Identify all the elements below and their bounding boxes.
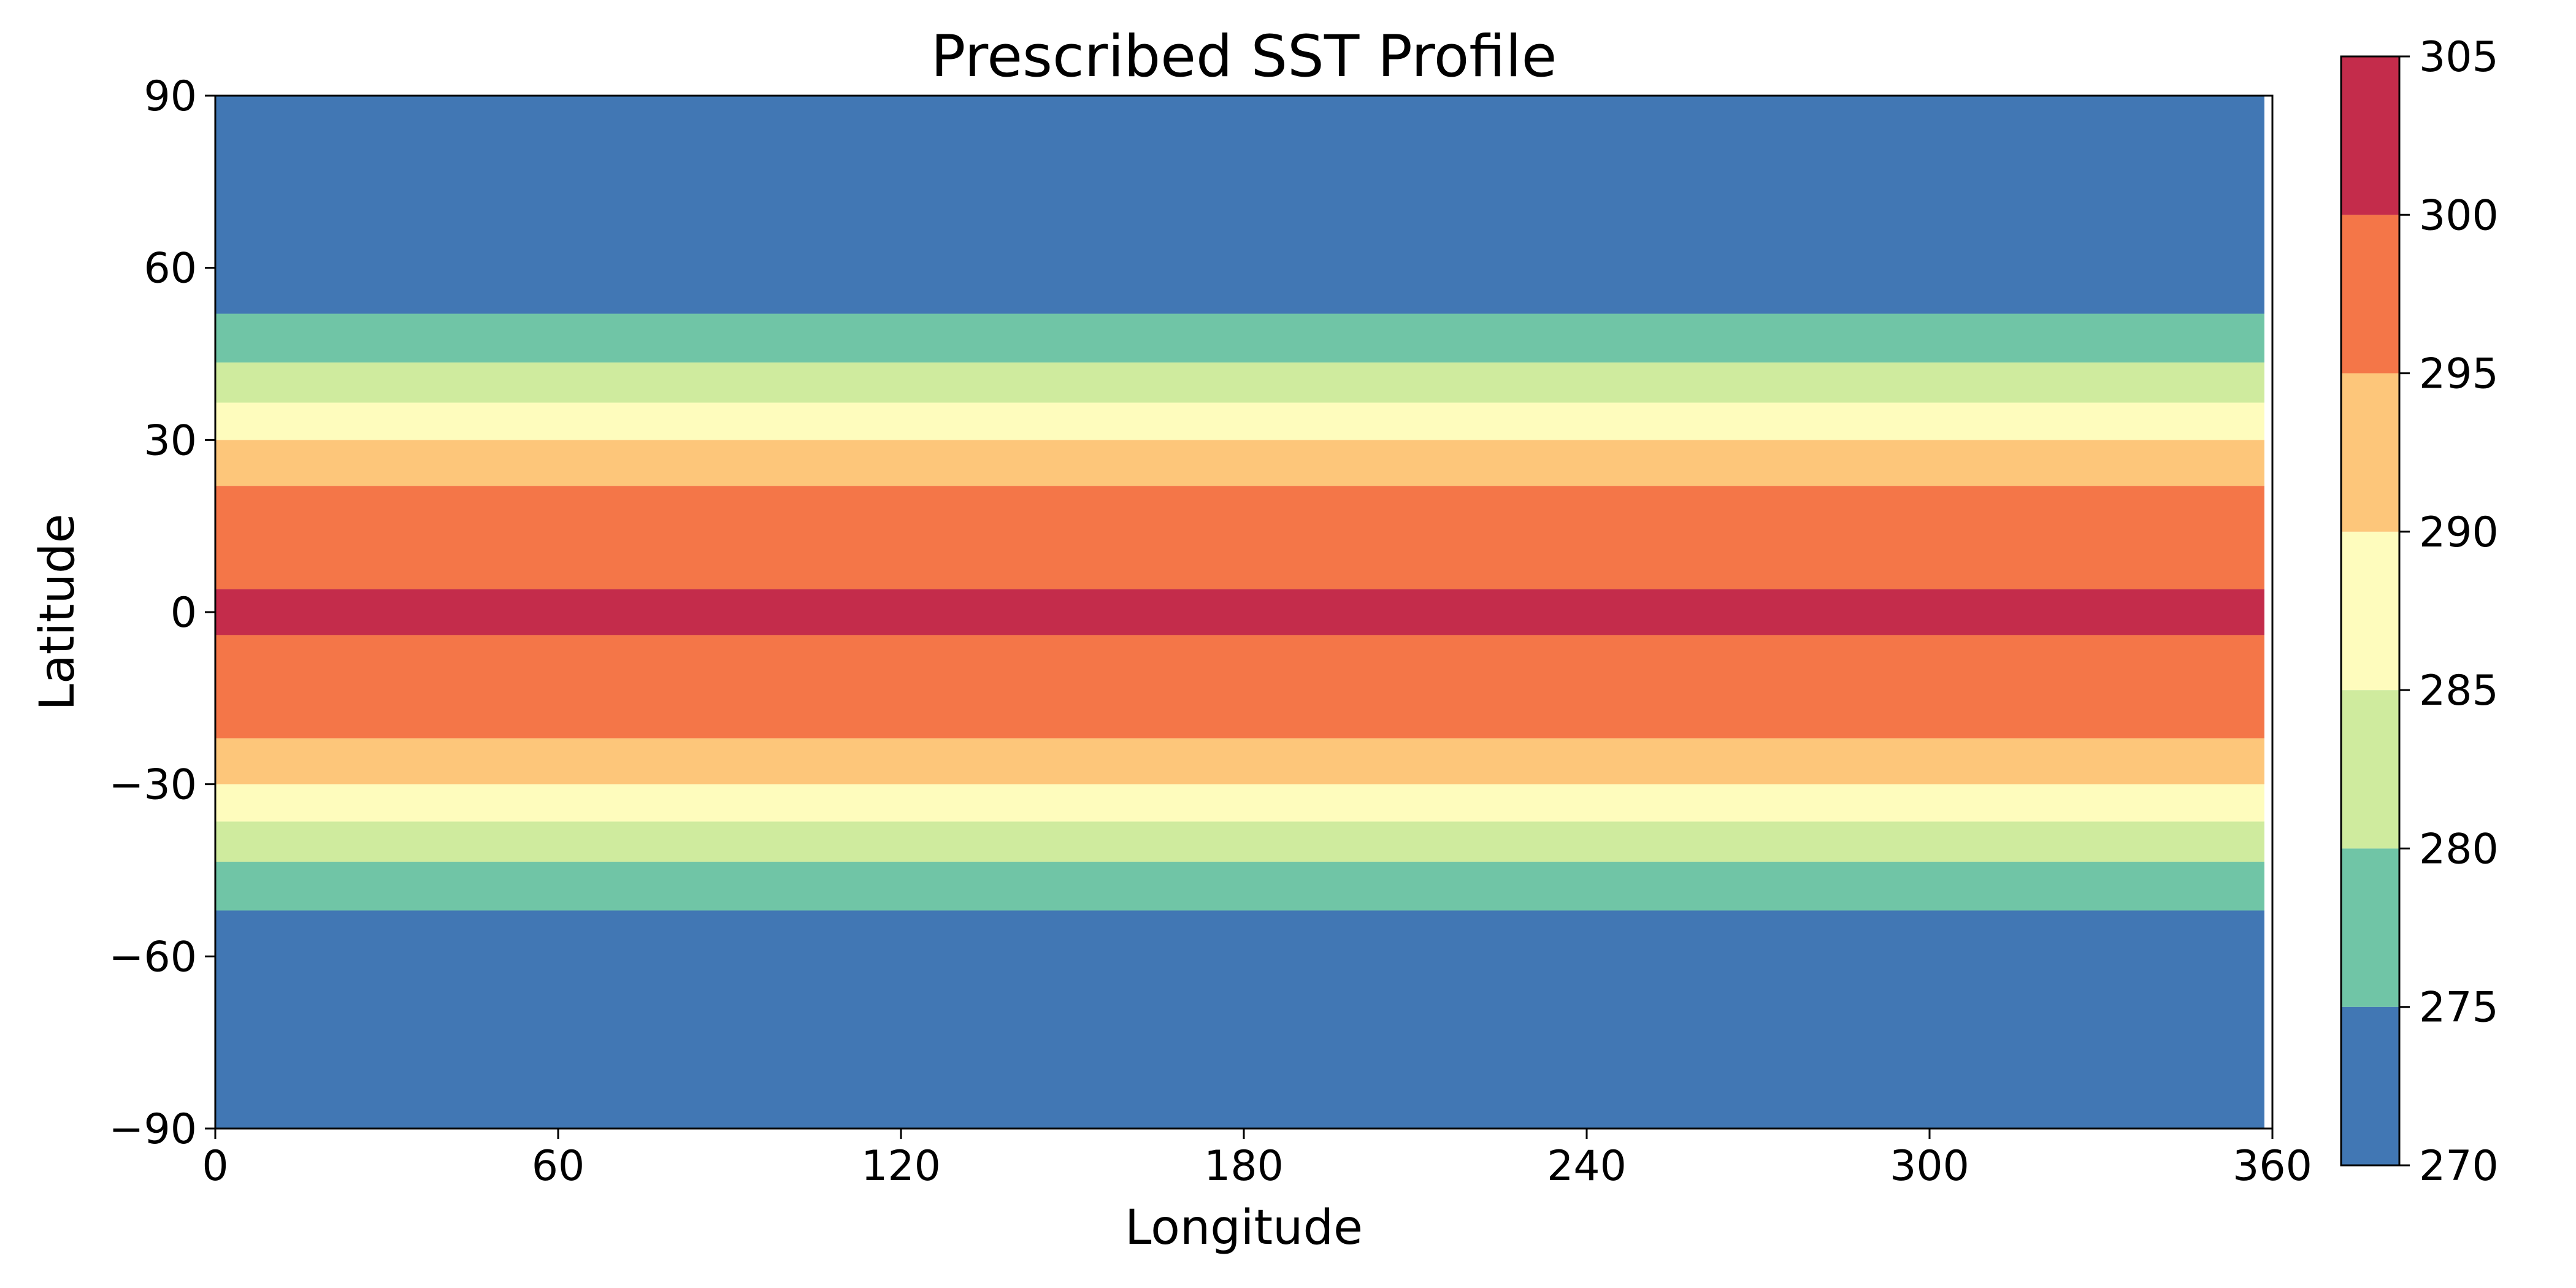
y-tick-label: 90 <box>144 72 197 121</box>
sst-band-4 <box>215 440 2264 486</box>
y-tick-label: 60 <box>144 245 197 293</box>
colorbar-segment-3 <box>2341 531 2399 691</box>
sst-band-9 <box>215 784 2264 822</box>
x-tick-label: 300 <box>1890 1142 1969 1190</box>
y-axis-label: Latitude <box>30 513 85 710</box>
x-tick-label: 60 <box>532 1142 585 1190</box>
colorbar-tick-label: 305 <box>2419 33 2499 82</box>
colorbar-segment-5 <box>2341 215 2399 374</box>
sst-band-6 <box>215 589 2264 635</box>
x-tick-label: 360 <box>2233 1142 2312 1190</box>
y-tick-label: 30 <box>144 416 197 465</box>
colorbar-segments <box>2341 56 2399 1165</box>
x-tick-label: 0 <box>202 1142 228 1190</box>
plot-area <box>214 94 2274 1130</box>
x-axis: 0 60 120 180 240 300 360 <box>202 1129 2312 1190</box>
colorbar-tick-label: 300 <box>2419 191 2499 240</box>
y-axis: −90 −60 −30 0 30 60 90 <box>109 72 215 1154</box>
sst-bands <box>215 96 2264 1129</box>
y-tick-label: −60 <box>109 933 197 981</box>
colorbar-segment-4 <box>2341 373 2399 532</box>
chart-title: Prescribed SST Profile <box>931 23 1557 90</box>
sst-band-1 <box>215 313 2264 363</box>
colorbar-frame <box>2340 55 2401 1167</box>
colorbar-tick-label: 290 <box>2419 508 2499 557</box>
colorbar-segment-6 <box>2341 56 2399 215</box>
sst-band-8 <box>215 738 2264 784</box>
sst-band-0 <box>215 96 2264 314</box>
sst-band-2 <box>215 362 2264 403</box>
colorbar-tick-label: 295 <box>2419 350 2499 399</box>
sst-band-5 <box>215 486 2264 589</box>
x-axis-label: Longitude <box>1125 1200 1363 1255</box>
colorbar-segment-2 <box>2341 690 2399 849</box>
colorbar-segment-1 <box>2341 848 2399 1007</box>
y-tick-label: −90 <box>109 1105 197 1154</box>
colorbar: 270 275 280 285 290 295 300 305 <box>2340 33 2499 1190</box>
colorbar-ticks: 270 275 280 285 290 295 300 305 <box>2399 33 2499 1190</box>
colorbar-tick-label: 275 <box>2419 984 2499 1032</box>
y-tick-label: −30 <box>109 761 197 810</box>
sst-band-11 <box>215 861 2264 911</box>
colorbar-tick-label: 285 <box>2419 667 2499 715</box>
sst-band-12 <box>215 910 2264 1129</box>
y-tick-label: 0 <box>171 589 197 637</box>
colorbar-tick-label: 280 <box>2419 825 2499 873</box>
sst-band-10 <box>215 821 2264 862</box>
colorbar-segment-0 <box>2341 1006 2399 1165</box>
x-tick-label: 240 <box>1547 1142 1627 1190</box>
sst-band-7 <box>215 635 2264 738</box>
colorbar-tick-label: 270 <box>2419 1142 2499 1190</box>
sst-band-3 <box>215 402 2264 440</box>
x-tick-label: 120 <box>861 1142 941 1190</box>
x-tick-label: 180 <box>1204 1142 1284 1190</box>
